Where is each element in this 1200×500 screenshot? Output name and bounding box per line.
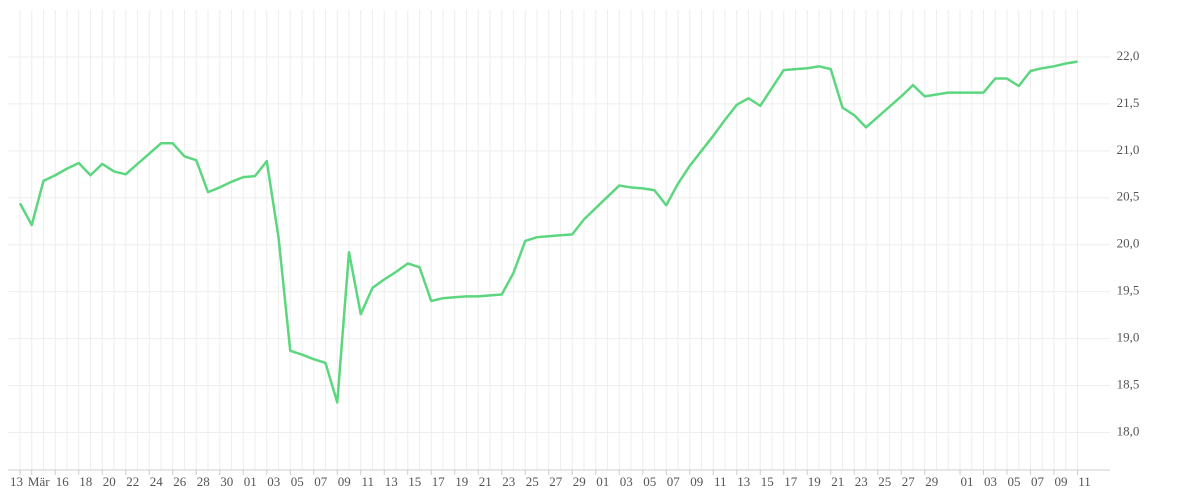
y-tick-label: 19,5 [1117, 283, 1140, 298]
x-tick-label: 15 [408, 474, 421, 489]
x-tick-label: 13 [10, 474, 23, 489]
x-tick-label: 27 [902, 474, 916, 489]
x-tick-label: 16 [56, 474, 70, 489]
x-tick-label: 22 [126, 474, 139, 489]
x-tick-label: 17 [784, 474, 798, 489]
x-tick-label: 13 [385, 474, 398, 489]
x-tick-label: 24 [150, 474, 164, 489]
x-tick-label: 21 [831, 474, 844, 489]
x-tick-label: 01 [596, 474, 609, 489]
x-tick-label: 09 [338, 474, 351, 489]
x-tick-label: 23 [855, 474, 868, 489]
x-tick-label: 30 [220, 474, 233, 489]
x-tick-label: 07 [1031, 474, 1045, 489]
y-tick-label: 18,0 [1117, 423, 1140, 438]
x-tick-label: 17 [432, 474, 446, 489]
x-tick-label: 19 [455, 474, 468, 489]
y-tick-label: 19,0 [1117, 330, 1140, 345]
x-tick-label: 29 [573, 474, 586, 489]
x-tick-label: 26 [173, 474, 187, 489]
x-tick-label: 29 [925, 474, 938, 489]
x-tick-label: 03 [984, 474, 997, 489]
x-tick-label: 09 [690, 474, 703, 489]
x-tick-label: 03 [620, 474, 633, 489]
line-series [18, 60, 1078, 404]
y-tick-label: 20,0 [1117, 236, 1140, 251]
x-tick-label: 19 [808, 474, 821, 489]
x-tick-label: 01 [961, 474, 974, 489]
x-tick-label: 25 [526, 474, 539, 489]
x-tick-label: 11 [361, 474, 374, 489]
y-tick-label: 20,5 [1117, 189, 1140, 204]
x-tick-label: 03 [267, 474, 280, 489]
y-tick-label: 22,0 [1117, 48, 1140, 63]
x-tick-label: 01 [244, 474, 257, 489]
x-tick-label: 20 [103, 474, 116, 489]
x-tick-label: 18 [79, 474, 92, 489]
x-tick-label: 05 [1008, 474, 1021, 489]
x-tick-label: 15 [761, 474, 774, 489]
x-tick-label: 07 [314, 474, 328, 489]
x-tick-label: 11 [714, 474, 727, 489]
x-tick-label: 27 [549, 474, 563, 489]
y-tick-label: 21,5 [1117, 95, 1140, 110]
x-tick-label: 09 [1055, 474, 1068, 489]
x-tick-label: 11 [1078, 474, 1091, 489]
x-tick-label: 05 [291, 474, 304, 489]
x-tick-label: Mär [28, 474, 50, 489]
x-tick-label: 23 [502, 474, 515, 489]
y-tick-label: 21,0 [1117, 142, 1140, 157]
x-tick-label: 07 [667, 474, 681, 489]
x-tick-label: 25 [878, 474, 891, 489]
y-tick-label: 18,5 [1117, 376, 1140, 391]
x-tick-label: 21 [479, 474, 492, 489]
x-tick-label: 28 [197, 474, 210, 489]
x-tick-label: 13 [737, 474, 750, 489]
x-tick-label: 05 [643, 474, 656, 489]
